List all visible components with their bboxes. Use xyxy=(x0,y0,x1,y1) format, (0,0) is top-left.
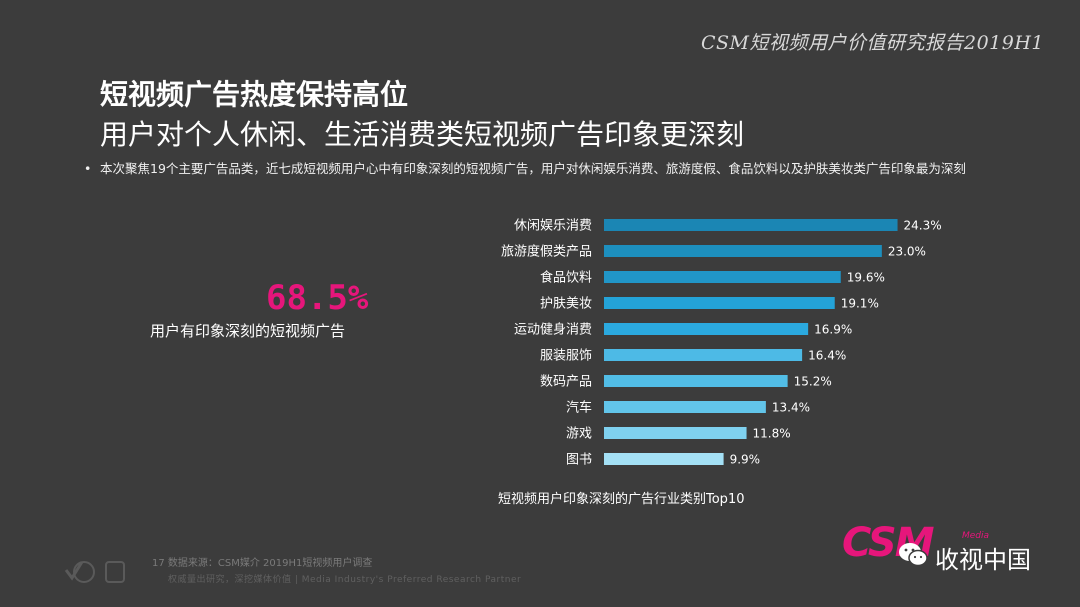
value-label: 11.8% xyxy=(753,427,791,441)
bar xyxy=(604,323,809,335)
category-label: 旅游度假类产品 xyxy=(501,244,592,260)
category-label: 数码产品 xyxy=(540,375,592,390)
certification-logo-icon xyxy=(64,561,125,583)
bar xyxy=(604,297,835,309)
bar xyxy=(604,453,724,465)
bar xyxy=(604,401,766,413)
page-title: 短视频广告热度保持高位 xyxy=(100,78,409,111)
category-label: 食品饮料 xyxy=(540,270,592,286)
value-label: 23.0% xyxy=(888,245,926,259)
page-subtitle: 用户对个人休闲、生活消费类短视频广告印象更深刻 xyxy=(100,118,745,151)
csm-logo-sub: Media xyxy=(962,531,990,541)
bullet-dot: • xyxy=(84,161,92,176)
wechat-icon xyxy=(899,543,928,567)
value-label: 9.9% xyxy=(730,453,761,467)
value-label: 15.2% xyxy=(794,375,832,389)
highlight-label: 用户有印象深刻的短视频广告 xyxy=(150,322,346,340)
footer-source: 17 数据来源：CSM媒介 2019H1短视频用户调查 xyxy=(152,558,373,569)
value-label: 19.1% xyxy=(841,297,879,311)
bullet-note: • 本次聚焦19个主要广告品类，近七成短视频用户心中有印象深刻的短视频广告，用户对… xyxy=(84,158,1064,177)
category-label: 护肤美妆 xyxy=(540,297,592,312)
value-label: 13.4% xyxy=(772,401,810,415)
bar xyxy=(604,271,841,283)
value-label: 19.6% xyxy=(847,271,885,285)
bar xyxy=(604,427,747,439)
bar xyxy=(604,245,882,257)
report-tag: CSM短视频用户价值研究报告2019H1 xyxy=(700,32,1044,54)
category-label: 运动健身消费 xyxy=(514,322,592,338)
category-label: 游戏 xyxy=(566,427,592,442)
chart-title: 短视频用户印象深刻的广告行业类别Top10 xyxy=(498,492,745,507)
bullet-text: 本次聚焦19个主要广告品类，近七成短视频用户心中有印象深刻的短视频广告，用户对休… xyxy=(100,161,966,176)
category-label: 汽车 xyxy=(566,400,592,416)
value-label: 16.4% xyxy=(808,349,846,363)
category-label: 图书 xyxy=(566,453,592,468)
bar xyxy=(604,349,803,361)
bar xyxy=(604,375,788,387)
value-label: 24.3% xyxy=(904,219,942,233)
bar xyxy=(604,219,898,231)
category-label: 服装服饰 xyxy=(540,349,592,364)
category-label: 休闲娱乐消费 xyxy=(514,219,592,234)
footer-slogan: 权威量出研究，深挖媒体价值 | Media Industry's Preferr… xyxy=(168,575,522,585)
wechat-account-name: 收视中国 xyxy=(935,546,1031,574)
value-label: 16.9% xyxy=(814,323,852,337)
highlight-percent: 68.5% xyxy=(266,278,369,318)
